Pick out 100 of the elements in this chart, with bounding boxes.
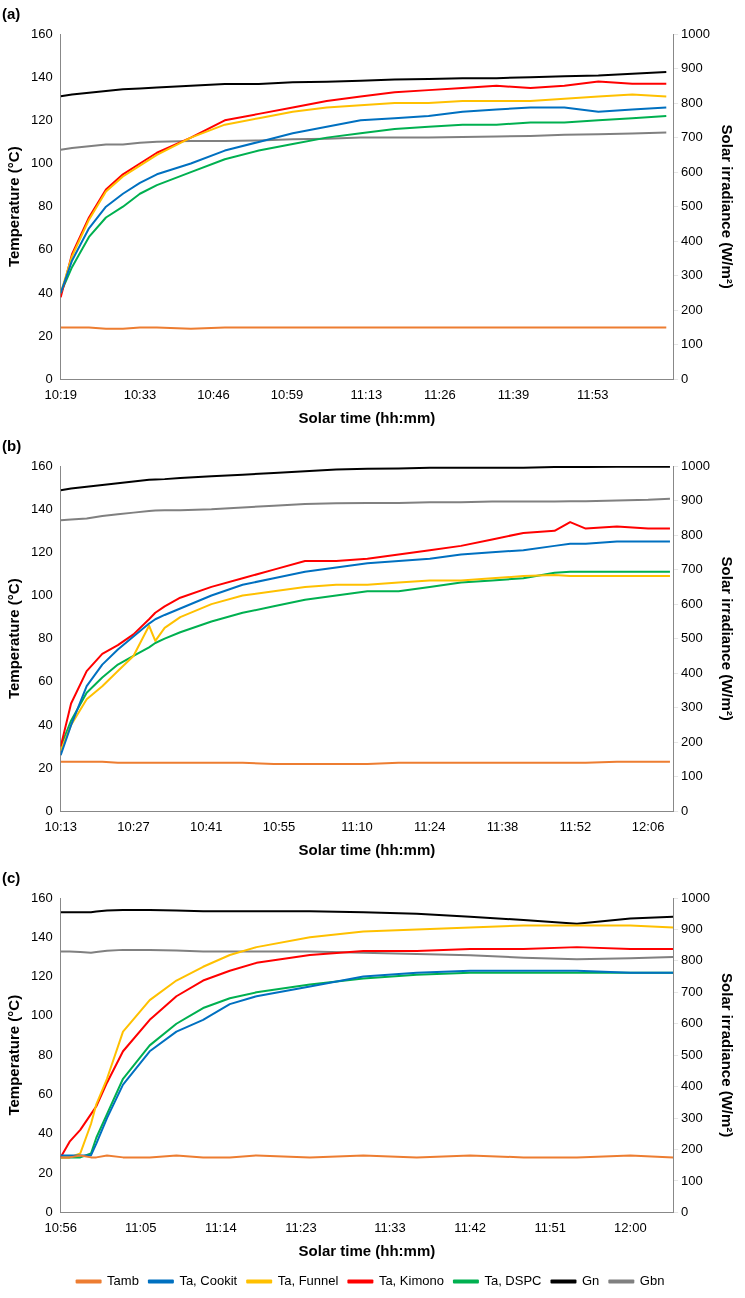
x-tick-label: 11:05 <box>125 1219 157 1235</box>
y-tick-label: 0 <box>45 802 53 818</box>
x-tick-label: 11:38 <box>486 818 519 834</box>
y-tick-label: 0 <box>45 1203 53 1219</box>
y-tick-label: 160 <box>30 889 53 905</box>
y2-tick-label: 500 <box>681 198 703 214</box>
y2-tick-label: 600 <box>681 595 703 611</box>
y-tick-label: 60 <box>38 673 53 689</box>
x-tick-label: 12:00 <box>614 1219 647 1235</box>
y-tick-label: 120 <box>30 111 53 127</box>
y-axis-title: Temperature (°C) <box>5 994 23 1116</box>
y2-tick-label: 400 <box>681 1078 703 1094</box>
y-tick-label: 20 <box>38 327 53 343</box>
legend-label: Ta, DSPC <box>484 1273 542 1289</box>
y2-tick-label: 1000 <box>681 25 710 41</box>
y-tick-label: 140 <box>30 500 53 516</box>
y-tick-label: 100 <box>30 587 53 603</box>
x-tick-label: 10:13 <box>44 818 77 834</box>
y-tick-label: 60 <box>38 1086 53 1102</box>
y2-tick-label: 900 <box>681 492 703 508</box>
y2-tick-label: 1000 <box>681 457 710 473</box>
y-tick-label: 80 <box>38 630 53 646</box>
chart-title: (c) <box>2 869 21 887</box>
y2-tick-label: 300 <box>681 1109 703 1125</box>
x-tick-label: 10:55 <box>262 818 296 834</box>
y2-tick-label: 1000 <box>681 889 710 905</box>
y-tick-label: 60 <box>38 241 53 257</box>
y-tick-label: 80 <box>38 1046 53 1062</box>
y-tick-label: 120 <box>30 968 53 984</box>
y2-tick-label: 100 <box>681 336 703 352</box>
y-tick-label: 100 <box>30 1007 53 1023</box>
chart-title: (b) <box>2 437 22 455</box>
x-tick-label: 10:59 <box>270 386 304 402</box>
legend-label: Gbn <box>639 1273 665 1289</box>
x-tick-label: 10:46 <box>197 386 230 402</box>
y2-tick-label: 800 <box>681 94 703 110</box>
y2-tick-label: 700 <box>681 129 703 145</box>
y2-tick-label: 500 <box>681 1046 703 1062</box>
y-tick-label: 160 <box>30 25 53 41</box>
y-tick-label: 40 <box>38 284 53 300</box>
x-tick-label: 11:52 <box>559 818 592 834</box>
y2-tick-label: 0 <box>681 370 689 386</box>
legend-label: Tamb <box>107 1273 139 1289</box>
y2-tick-label: 700 <box>681 561 703 577</box>
x-tick-label: 10:19 <box>44 386 77 402</box>
y2-axis-title: Solar irradiance (W/m²) <box>718 973 736 1138</box>
y-tick-label: 140 <box>30 68 53 84</box>
y2-tick-label: 0 <box>681 1203 689 1219</box>
legend-label: Gn <box>581 1273 600 1289</box>
x-tick-label: 10:41 <box>189 818 223 834</box>
y2-axis-title: Solar irradiance (W/m²) <box>718 556 736 721</box>
y2-tick-label: 600 <box>681 163 703 179</box>
y2-tick-label: 400 <box>681 664 703 680</box>
y-tick-label: 160 <box>30 457 53 473</box>
x-tick-label: 11:26 <box>424 386 456 402</box>
x-tick-label: 11:24 <box>413 818 446 834</box>
y2-tick-label: 500 <box>681 630 703 646</box>
y-tick-label: 0 <box>45 370 53 386</box>
y-tick-label: 20 <box>38 759 53 775</box>
x-tick-label: 11:51 <box>534 1219 567 1235</box>
y2-tick-label: 800 <box>681 952 703 968</box>
y2-tick-label: 100 <box>681 1172 703 1188</box>
legend-label: Ta, Cookit <box>179 1273 238 1289</box>
y2-tick-label: 300 <box>681 699 703 715</box>
x-tick-label: 11:10 <box>341 818 373 834</box>
y2-tick-label: 800 <box>681 526 703 542</box>
x-tick-label: 11:53 <box>576 386 609 402</box>
legend-label: Ta, Funnel <box>277 1273 339 1289</box>
y-tick-label: 40 <box>38 716 53 732</box>
y-tick-label: 40 <box>38 1125 53 1141</box>
y2-tick-label: 200 <box>681 1141 703 1157</box>
y-tick-label: 140 <box>30 928 53 944</box>
y2-tick-label: 300 <box>681 267 703 283</box>
y2-tick-label: 900 <box>681 921 703 937</box>
y2-tick-label: 600 <box>681 1015 703 1031</box>
y-axis-title: Temperature (°C) <box>5 578 23 700</box>
x-tick-label: 11:23 <box>285 1219 317 1235</box>
y2-tick-label: 400 <box>681 232 703 248</box>
y2-tick-label: 200 <box>681 733 703 749</box>
y-axis-title: Temperature (°C) <box>5 146 23 268</box>
y-tick-label: 120 <box>30 543 53 559</box>
x-axis-title: Solar time (hh:mm) <box>298 841 436 859</box>
legend-label: Ta, Kimono <box>378 1273 444 1289</box>
y2-axis-title: Solar irradiance (W/m²) <box>718 124 736 289</box>
x-tick-label: 10:27 <box>117 818 150 834</box>
y2-tick-label: 100 <box>681 768 703 784</box>
x-tick-label: 11:13 <box>350 386 383 402</box>
y2-tick-label: 200 <box>681 301 703 317</box>
x-tick-label: 11:39 <box>497 386 530 402</box>
x-tick-label: 11:33 <box>374 1219 406 1235</box>
x-tick-label: 11:14 <box>205 1219 237 1235</box>
x-tick-label: 11:42 <box>454 1219 486 1235</box>
y-tick-label: 80 <box>38 198 53 214</box>
x-tick-label: 10:56 <box>44 1219 77 1235</box>
y2-tick-label: 700 <box>681 983 703 999</box>
y-tick-label: 100 <box>30 155 53 171</box>
y2-tick-label: 0 <box>681 802 689 818</box>
x-axis-title: Solar time (hh:mm) <box>298 1242 436 1260</box>
x-tick-label: 12:06 <box>631 818 665 834</box>
y2-tick-label: 900 <box>681 60 703 76</box>
